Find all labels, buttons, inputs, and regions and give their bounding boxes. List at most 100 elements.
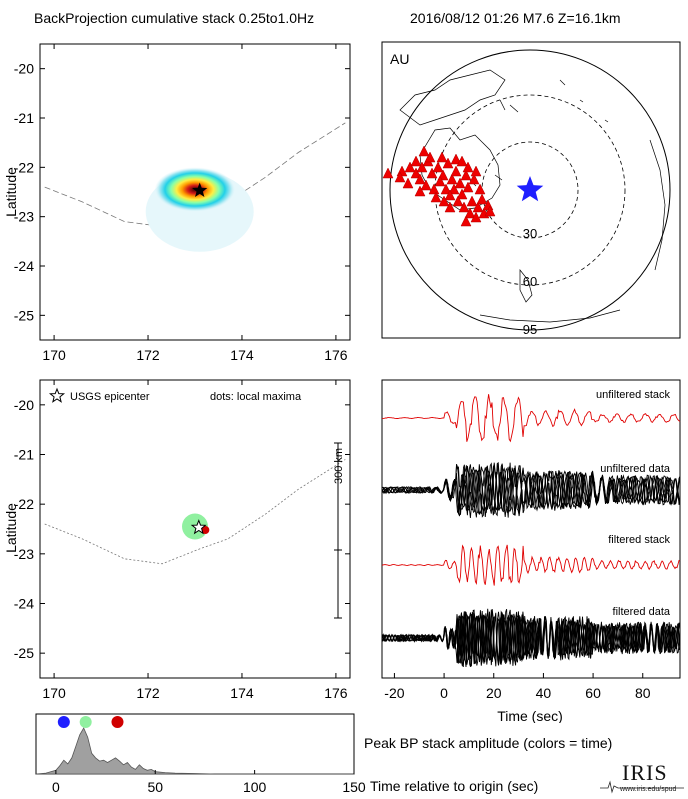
seismogram-trace: [381, 394, 681, 443]
bp-map-ytick: -21: [14, 110, 34, 126]
station-marker-icon: [434, 175, 446, 187]
amplitude-xtick: 100: [243, 779, 267, 795]
maxima-map-ytick: -21: [14, 447, 34, 463]
station-marker-icon: [468, 173, 480, 185]
trace-label-unfiltered-stack: unfiltered stack: [596, 389, 670, 401]
station-marker-icon: [454, 177, 466, 189]
chart-title: BackProjection cumulative stack 0.25to1.…: [34, 10, 315, 26]
maxima-map-ytick: -20: [14, 397, 34, 413]
station-marker-icon: [404, 161, 416, 173]
amplitude-xlabel: Time relative to origin (sec): [370, 778, 539, 794]
station-marker-icon: [444, 189, 456, 201]
maxima-map-xtick: 170: [42, 685, 66, 701]
time-marker-dot: [57, 716, 70, 728]
station-marker-icon: [414, 185, 426, 197]
trace-label-filtered-stack: filtered stack: [608, 534, 670, 546]
station-marker-icon: [446, 173, 458, 185]
ring-label-95: 95: [523, 322, 537, 337]
legend-epicenter-label: USGS epicenter: [70, 391, 150, 403]
time-marker-dot: [111, 716, 124, 728]
amplitude-markers: [57, 716, 124, 728]
bp-map-xtick: 176: [324, 347, 348, 363]
maxima-map-body: [44, 459, 346, 565]
station-marker-icon: [458, 201, 470, 213]
scale-bar-label: 300 km: [333, 448, 345, 484]
event-info: 2016/08/12 01:26 M7.6 Z=16.1km: [410, 10, 621, 26]
station-marker-icon: [420, 179, 432, 191]
coastline-asia: [399, 69, 506, 126]
seismogram-trace: [381, 462, 681, 518]
seismogram-xtick: 20: [486, 685, 502, 701]
station-marker-icon: [414, 173, 426, 185]
maxima-epicenter-star-icon: [190, 519, 207, 535]
station-marker-icon: [442, 157, 454, 169]
legend-maxima-label: dots: local maxima: [210, 391, 302, 403]
trace-label-filtered-data: filtered data: [613, 606, 671, 618]
maxima-map-axes: 170 172 174 176 -20 -21 -22 -23 -24 -25: [14, 380, 350, 701]
station-marker-icon: [456, 155, 468, 167]
coastline-nz: [519, 269, 533, 303]
station-marker-icon: [402, 177, 414, 189]
station-marker-icon: [418, 145, 430, 157]
bp-map-ytick: -25: [14, 307, 34, 323]
bp-map-body: [44, 122, 346, 252]
maxima-map-panel: 170 172 174 176-20-21-22-23-24-25 Latitude …: [3, 379, 351, 701]
time-marker-dot: [79, 716, 92, 728]
station-marker-icon: [464, 207, 476, 219]
station-marker-icon: [430, 191, 442, 203]
seismogram-trace: [381, 608, 681, 668]
maxima-map-ytick: -24: [14, 596, 34, 612]
station-marker-icon: [428, 183, 440, 195]
maxima-map-ytick: -23: [14, 546, 34, 562]
local-maximum-dot: [201, 525, 210, 534]
station-markers: [382, 145, 496, 227]
station-marker-icon: [470, 165, 482, 177]
station-marker-icon: [432, 161, 444, 173]
bp-epicenter-star-icon: [192, 182, 208, 197]
seismogram-traces: [381, 394, 681, 668]
maxima-map-ytick: -25: [14, 645, 34, 661]
seismogram-panel: -20 0 20 40 60 80 unfiltered stack unfiltered…: [381, 379, 681, 723]
seismogram-xlabel: Time (sec): [497, 708, 563, 723]
station-marker-icon: [416, 161, 428, 173]
maxima-map-xtick: 174: [230, 685, 254, 701]
maxima-map-ylabel: Latitude: [3, 503, 19, 553]
station-marker-icon: [456, 188, 468, 200]
amplitude-caption: Peak BP stack amplitude (colors = time): [364, 735, 613, 751]
legend-star-icon: [48, 387, 66, 403]
coastline-america: [649, 139, 666, 271]
station-marker-icon: [450, 153, 462, 165]
seismogram-xtick: 40: [536, 685, 552, 701]
station-marker-icon: [466, 195, 478, 207]
epicenter-star-icon: [516, 176, 544, 202]
station-marker-icon: [460, 169, 472, 181]
station-marker-icon: [476, 193, 488, 205]
station-marker-icon: [470, 211, 482, 223]
amplitude-xtick: 50: [147, 779, 163, 795]
bp-map-ytick: -20: [14, 61, 34, 77]
bp-map-xtick: 174: [230, 347, 254, 363]
station-marker-icon: [436, 151, 448, 163]
station-marker-icon: [462, 181, 474, 193]
amplitude-panel: 0 50 100 150: [35, 713, 366, 795]
station-marker-icon: [484, 205, 496, 217]
station-marker-icon: [444, 201, 456, 213]
station-marker-icon: [438, 195, 450, 207]
station-marker-icon: [462, 161, 474, 173]
seismogram-xtick: 80: [635, 685, 651, 701]
bp-map-ylabel: Latitude: [3, 167, 19, 217]
amplitude-xtick: 150: [342, 779, 366, 795]
seismogram-trace: [381, 462, 681, 517]
seismogram-axes: -20 0 20 40 60 80: [384, 673, 651, 701]
station-marker-icon: [410, 155, 422, 167]
amplitude-xtick: 0: [52, 779, 60, 795]
station-marker-icon: [410, 167, 422, 179]
coastline-islands: [469, 79, 609, 187]
station-marker-icon: [474, 183, 486, 195]
bp-map-panel: 170 172 174 176 -20 -21 -22 -23 -24 -25 Latitude: [3, 43, 351, 363]
bp-map-xtick: 170: [42, 347, 66, 363]
station-map-label: AU: [390, 51, 409, 67]
station-marker-icon: [440, 183, 452, 195]
station-marker-icon: [394, 171, 406, 183]
ring-label-30: 30: [523, 226, 537, 241]
